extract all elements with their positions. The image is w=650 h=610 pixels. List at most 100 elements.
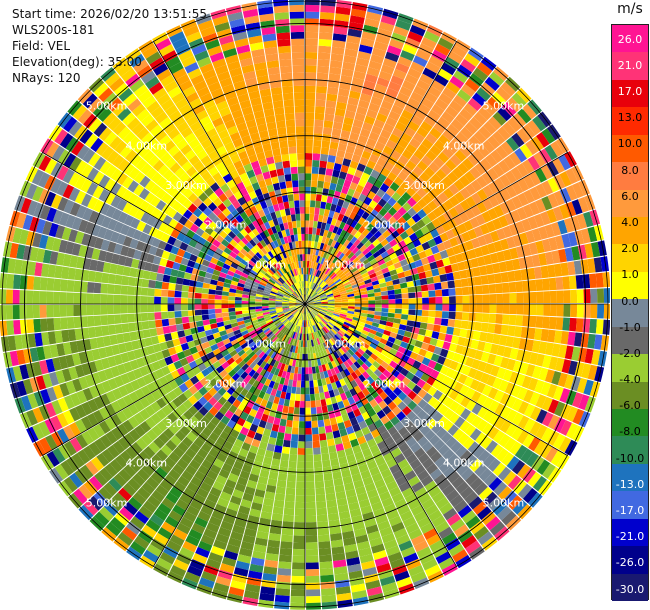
- ppi-gate: [378, 216, 388, 226]
- ppi-gate: [434, 317, 442, 326]
- ppi-gate: [323, 370, 329, 379]
- ppi-gate: [256, 291, 264, 296]
- ppi-gate: [243, 193, 252, 203]
- ppi-gate: [482, 294, 490, 304]
- ppi-gate: [205, 127, 218, 139]
- ppi-gate: [429, 434, 441, 446]
- ppi-gate: [229, 288, 237, 294]
- ppi-gate: [366, 586, 383, 597]
- ppi-gate: [474, 482, 488, 496]
- ppi-gate: [307, 301, 315, 304]
- ppi-gate: [497, 466, 512, 481]
- ppi-gate: [128, 416, 140, 429]
- ppi-gate: [120, 352, 130, 364]
- ppi-gate: [332, 289, 339, 294]
- ppi-gate: [414, 291, 423, 298]
- ppi-gate: [78, 351, 88, 364]
- ppi-gate: [164, 356, 174, 366]
- ppi-gate: [457, 261, 466, 271]
- ppi-gate: [430, 173, 442, 185]
- ppi-gate: [155, 199, 167, 211]
- ppi-gate: [399, 231, 409, 240]
- ppi-gate: [461, 231, 471, 243]
- ppi-gate: [437, 68, 453, 81]
- ppi-gate: [85, 460, 99, 476]
- ppi-gate: [332, 313, 340, 317]
- ppi-gate: [239, 326, 248, 333]
- ppi-gate: [492, 462, 507, 477]
- ppi-gate: [81, 430, 94, 445]
- ppi-gate: [515, 373, 526, 387]
- ppi-gate: [492, 163, 505, 178]
- ppi-gate: [215, 575, 232, 587]
- ppi-gate: [350, 321, 358, 327]
- ppi-gate: [367, 345, 376, 353]
- ppi-gate: [474, 463, 488, 477]
- ppi-gate: [398, 277, 407, 284]
- ppi-gate: [276, 354, 282, 362]
- ppi-gate: [252, 236, 260, 245]
- ppi-gate: [324, 267, 331, 275]
- ppi-gate: [349, 417, 359, 426]
- ppi-gate: [242, 596, 259, 607]
- ppi-gate: [126, 226, 137, 238]
- ppi-gate: [264, 317, 272, 322]
- ppi-gate: [171, 201, 183, 212]
- ppi-gate: [39, 437, 52, 454]
- ppi-gate: [164, 243, 174, 253]
- ppi-gate: [117, 158, 130, 172]
- ppi-gate: [285, 290, 292, 296]
- ppi-gate: [358, 374, 367, 383]
- ppi-gate: [472, 330, 481, 341]
- ppi-gate: [91, 224, 101, 237]
- ppi-gate: [320, 581, 335, 590]
- ppi-gate: [459, 328, 468, 338]
- ppi-gate: [276, 279, 283, 286]
- ppi-gate: [319, 272, 325, 279]
- ppi-gate: [73, 316, 82, 329]
- ppi-gate: [117, 211, 129, 224]
- ppi-gate: [294, 311, 299, 317]
- ppi-gate: [268, 333, 275, 340]
- ppi-gate: [307, 298, 313, 303]
- ppi-gate: [260, 247, 268, 255]
- ppi-gate: [327, 296, 335, 300]
- ppi-gate: [6, 320, 15, 336]
- ppi-gate: [13, 274, 21, 290]
- ppi-gate: [452, 271, 461, 280]
- ppi-gate: [248, 298, 256, 302]
- ppi-gate: [245, 521, 259, 531]
- ppi-gate: [446, 513, 461, 527]
- ppi-gate: [332, 552, 346, 562]
- ppi-gate: [269, 267, 276, 274]
- ppi-gate: [41, 263, 50, 277]
- ppi-gate: [76, 205, 87, 219]
- ppi-gate: [600, 335, 610, 351]
- ppi-gate: [310, 353, 314, 361]
- ppi-gate: [344, 543, 358, 553]
- ppi-gate: [311, 254, 316, 262]
- ppi-gate: [407, 67, 422, 80]
- ppi-gate: [146, 382, 157, 393]
- ppi-gate: [311, 325, 315, 333]
- ppi-gate: [326, 369, 333, 378]
- ppi-gate: [329, 375, 335, 384]
- ppi-gate: [465, 268, 474, 278]
- ppi-gate: [398, 481, 411, 493]
- ppi-gate: [143, 549, 159, 563]
- ppi-gate: [339, 274, 347, 281]
- ppi-gate: [380, 64, 395, 75]
- ppi-gate: [326, 294, 334, 298]
- ppi-gate: [487, 96, 502, 111]
- ppi-gate: [473, 226, 484, 238]
- ppi-gate: [346, 315, 354, 320]
- ppi-gate: [308, 360, 312, 368]
- ppi-gate: [279, 418, 287, 427]
- ppi-gate: [528, 315, 537, 328]
- ppi-gate: [189, 97, 203, 110]
- ppi-gate: [370, 218, 379, 227]
- ppi-gate: [516, 304, 524, 315]
- ppi-gate: [150, 263, 160, 273]
- ppi-gate: [366, 438, 377, 448]
- ppi-gate: [307, 305, 313, 311]
